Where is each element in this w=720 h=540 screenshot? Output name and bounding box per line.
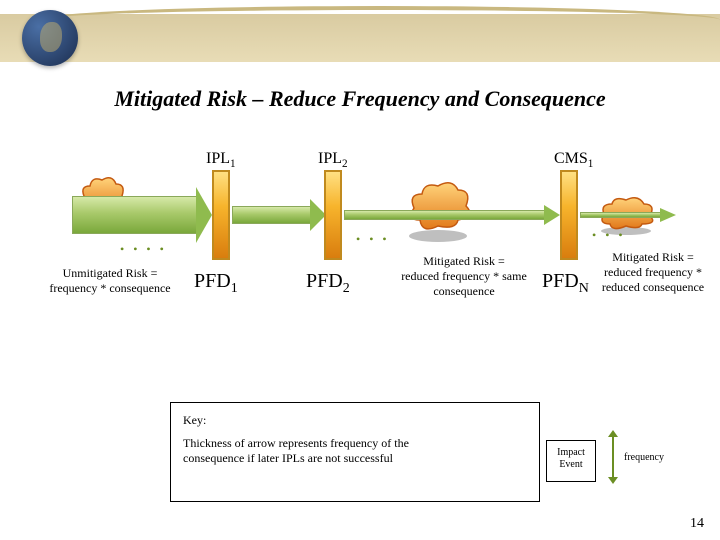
flow-arrow: [232, 199, 328, 231]
risk-diagram: IPL1 PFD1 IPL2 PFD2 CMS1 PFDN • • • • • • • • •…: [0, 150, 720, 330]
pfd-label: PFDN: [542, 270, 589, 297]
barrier-label: CMS1: [554, 150, 593, 170]
barrier-cms1: [560, 170, 578, 260]
globe-icon: [22, 10, 78, 66]
page-title: Mitigated Risk – Reduce Frequency and Co…: [0, 86, 720, 112]
continuation-dots: • • •: [356, 232, 390, 247]
annotation-line: frequency * consequence: [49, 281, 170, 295]
continuation-dots: • • • •: [120, 242, 167, 257]
pfd-label: PFD1: [194, 270, 238, 297]
flow-arrow: [344, 205, 562, 225]
annotation-line: Unmitigated Risk =: [63, 266, 158, 280]
slide-number: 14: [690, 516, 704, 532]
annotation-unmitigated: Unmitigated Risk = frequency * consequen…: [30, 266, 190, 296]
continuation-dots: • • •: [592, 228, 626, 243]
barrier-ipl2: [324, 170, 342, 260]
frequency-legend: frequency: [608, 430, 678, 484]
key-box: Key: Thickness of arrow represents frequ…: [170, 402, 540, 502]
annotation-line: Mitigated Risk =: [612, 250, 693, 264]
annotation-line: reduced frequency *: [604, 265, 702, 279]
annotation-end: Mitigated Risk = reduced frequency * red…: [588, 250, 718, 295]
key-title: Key:: [183, 413, 527, 428]
barrier-ipl1: [212, 170, 230, 260]
pfd-label: PFD2: [306, 270, 350, 297]
barrier-label: IPL1: [206, 150, 236, 170]
annotation-mid: Mitigated Risk = reduced frequency * sam…: [384, 254, 544, 299]
slide-banner: [0, 0, 720, 68]
frequency-label: frequency: [624, 452, 664, 463]
key-body: Thickness of arrow represents frequency …: [183, 436, 463, 466]
banner-background: [0, 14, 720, 62]
flow-arrow: [580, 208, 678, 222]
annotation-line: reduced consequence: [602, 280, 704, 294]
annotation-line: consequence: [433, 284, 494, 298]
impact-event-box: Impact Event: [546, 440, 596, 482]
flow-arrow: [72, 187, 214, 243]
barrier-label: IPL2: [318, 150, 348, 170]
annotation-line: reduced frequency * same: [401, 269, 527, 283]
impact-label: Impact: [557, 447, 585, 458]
banner-wave: [40, 6, 720, 20]
annotation-line: Mitigated Risk =: [423, 254, 504, 268]
impact-label: Event: [559, 459, 582, 470]
